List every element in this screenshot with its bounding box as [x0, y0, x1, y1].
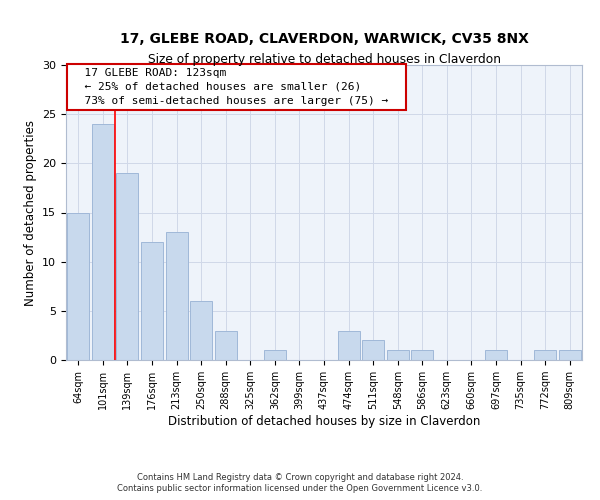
- Bar: [338, 330, 359, 360]
- Bar: [386, 350, 409, 360]
- Bar: [141, 242, 163, 360]
- Bar: [215, 330, 237, 360]
- Text: Contains public sector information licensed under the Open Government Licence v3: Contains public sector information licen…: [118, 484, 482, 493]
- Bar: [411, 350, 433, 360]
- Bar: [67, 212, 89, 360]
- Text: Contains HM Land Registry data © Crown copyright and database right 2024.: Contains HM Land Registry data © Crown c…: [137, 472, 463, 482]
- Bar: [264, 350, 286, 360]
- Text: 17 GLEBE ROAD: 123sqm  
  ← 25% of detached houses are smaller (26)  
  73% of s: 17 GLEBE ROAD: 123sqm ← 25% of detached …: [71, 68, 402, 106]
- Bar: [116, 173, 139, 360]
- Bar: [190, 301, 212, 360]
- Y-axis label: Number of detached properties: Number of detached properties: [23, 120, 37, 306]
- Bar: [362, 340, 384, 360]
- Bar: [92, 124, 114, 360]
- Bar: [166, 232, 188, 360]
- Title: 17, GLEBE ROAD, CLAVERDON, WARWICK, CV35 8NX: 17, GLEBE ROAD, CLAVERDON, WARWICK, CV35…: [119, 32, 529, 46]
- Bar: [485, 350, 507, 360]
- X-axis label: Distribution of detached houses by size in Claverdon: Distribution of detached houses by size …: [168, 415, 480, 428]
- Bar: [559, 350, 581, 360]
- Bar: [534, 350, 556, 360]
- Text: Size of property relative to detached houses in Claverdon: Size of property relative to detached ho…: [148, 52, 500, 66]
